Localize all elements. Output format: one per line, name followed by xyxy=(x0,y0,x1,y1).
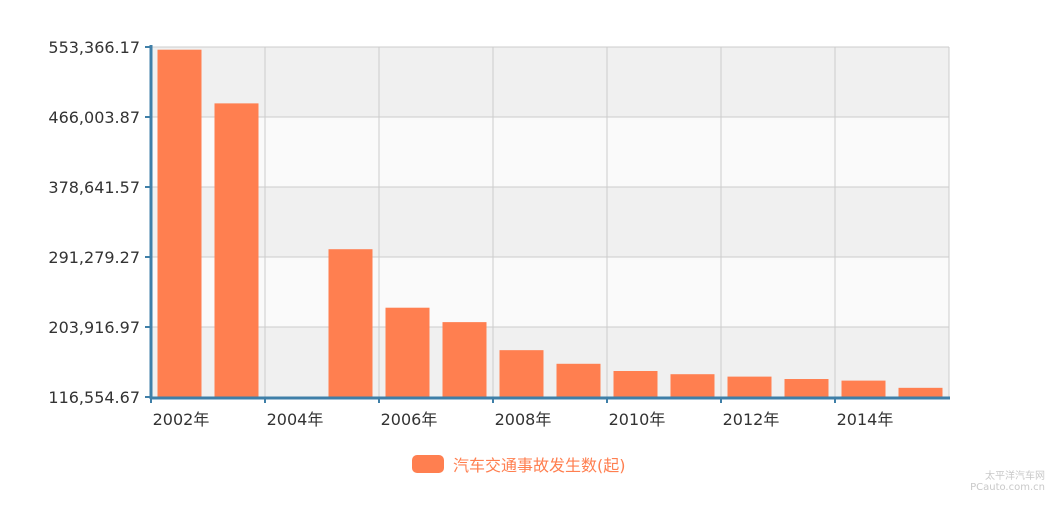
grid-bands xyxy=(151,47,949,397)
x-tick-label: 2006年 xyxy=(381,410,438,429)
bar-2003年[interactable] xyxy=(214,103,259,398)
bar-2008年[interactable] xyxy=(499,350,544,397)
grid-band xyxy=(151,327,949,397)
watermark-line1: 太平洋汽车网 xyxy=(985,471,1045,482)
grid-band xyxy=(151,257,949,327)
legend-label: 汽车交通事故发生数(起) xyxy=(453,456,626,475)
y-tick-label: 378,641.57 xyxy=(48,178,140,197)
grid-band xyxy=(151,187,949,257)
y-tick-labels: 553,366.17 466,003.87 378,641.57 291,279.27… xyxy=(48,38,140,407)
bar-2007年[interactable] xyxy=(442,322,487,397)
y-tick-label: 116,554.67 xyxy=(48,388,140,407)
axes xyxy=(145,45,950,403)
bar-2005年[interactable] xyxy=(328,249,373,397)
y-tick-label: 291,279.27 xyxy=(48,248,140,267)
x-tick-label: 2002年 xyxy=(153,410,210,429)
x-tick-label: 2014年 xyxy=(837,410,894,429)
bar-2002年[interactable] xyxy=(157,49,202,398)
x-tick-label: 2010年 xyxy=(609,410,666,429)
bar-2014年[interactable] xyxy=(841,380,886,397)
grid-band xyxy=(151,47,949,117)
x-tick-label: 2004年 xyxy=(267,410,324,429)
watermark: 太平洋汽车网 PCauto.com.cn xyxy=(970,471,1045,493)
bar-2010年[interactable] xyxy=(613,371,658,397)
bars xyxy=(157,49,943,398)
bar-2006年[interactable] xyxy=(385,307,430,397)
legend[interactable]: 汽车交通事故发生数(起) xyxy=(412,452,626,476)
bar-2015年[interactable] xyxy=(898,387,943,397)
y-tick-label: 466,003.87 xyxy=(48,108,140,127)
x-tick-label: 2008年 xyxy=(495,410,552,429)
grid-band xyxy=(151,117,949,187)
bar-2009年[interactable] xyxy=(556,363,601,397)
bar-2011年[interactable] xyxy=(670,374,715,397)
legend-swatch xyxy=(412,455,444,473)
x-tick-labels: 2002年 2004年 2006年 2008年 2010年 2012年 2014年 xyxy=(153,410,894,429)
bar-2013年[interactable] xyxy=(784,379,829,397)
y-tick-label: 553,366.17 xyxy=(48,38,140,57)
y-tick-label: 203,916.97 xyxy=(48,318,140,337)
bar-2012年[interactable] xyxy=(727,376,772,397)
watermark-line2: PCauto.com.cn xyxy=(970,482,1045,493)
x-tick-label: 2012年 xyxy=(723,410,780,429)
